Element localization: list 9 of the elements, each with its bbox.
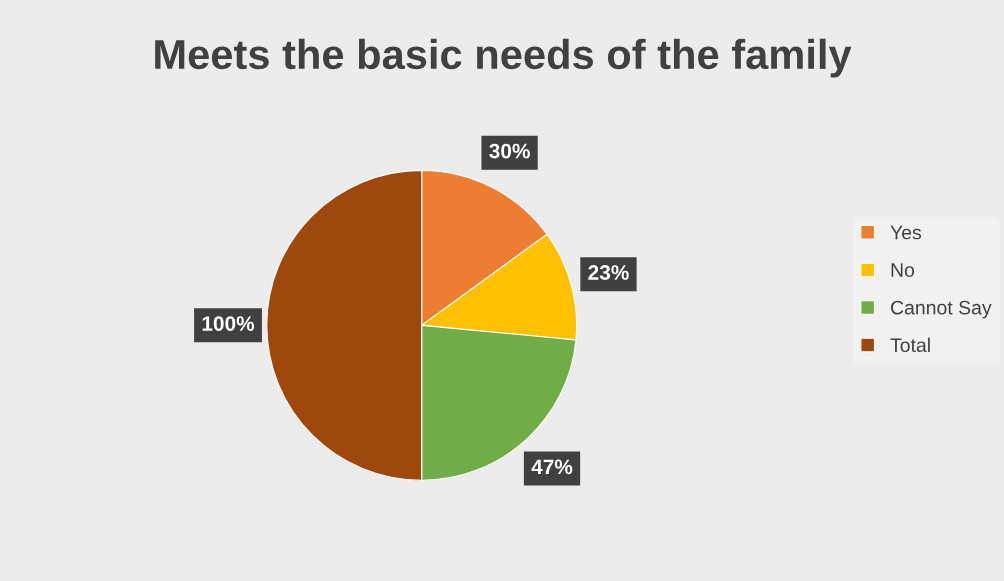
legend-label: Total [890, 337, 930, 353]
data-label: 47% [531, 459, 573, 475]
chart-title: Meets the basic needs of the family [155, 38, 852, 78]
data-label: 23% [588, 265, 629, 280]
legend-label: No [891, 263, 915, 277]
data-label: 30% [489, 143, 530, 159]
legend-label: Cannot Say [891, 300, 992, 319]
data-label: 100% [202, 316, 255, 331]
legend-label: Yes [890, 225, 922, 240]
